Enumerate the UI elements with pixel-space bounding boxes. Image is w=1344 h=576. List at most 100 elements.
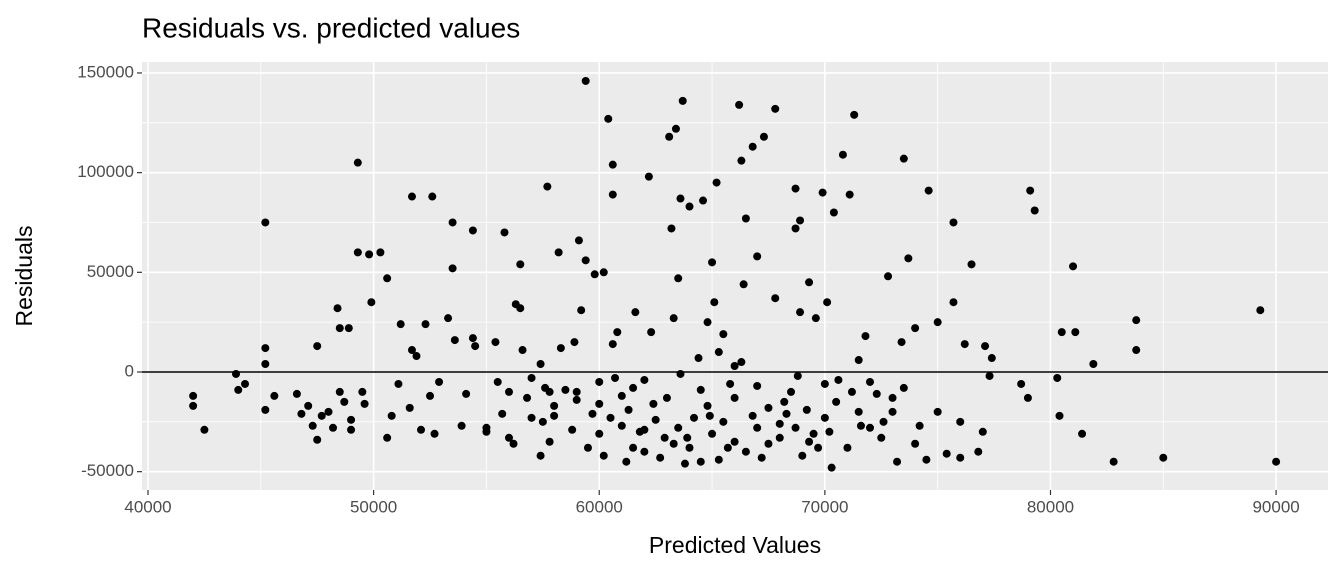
point [757, 453, 766, 462]
point [450, 336, 459, 345]
point [448, 218, 457, 227]
point [527, 373, 536, 382]
point [899, 383, 908, 392]
y-axis-title: Residuals [11, 226, 37, 327]
point [924, 186, 933, 195]
point [595, 429, 604, 438]
point [647, 328, 656, 337]
point [656, 453, 665, 462]
point [518, 346, 527, 355]
point [640, 447, 649, 456]
point [335, 387, 344, 396]
point [261, 218, 270, 227]
point [1071, 328, 1080, 337]
point [608, 160, 617, 169]
point [753, 252, 762, 261]
point [635, 427, 644, 436]
x-tick-label: 40000 [124, 497, 171, 516]
point [588, 409, 597, 418]
point [376, 248, 385, 257]
point [189, 401, 198, 410]
point [1026, 186, 1035, 195]
point [884, 272, 893, 281]
point [922, 455, 931, 464]
point [1017, 379, 1026, 388]
point [942, 449, 951, 458]
point [665, 132, 674, 141]
point [624, 405, 633, 414]
point [877, 433, 886, 442]
point [676, 194, 685, 203]
point [985, 371, 994, 380]
point [407, 346, 416, 355]
point [595, 399, 604, 408]
point [818, 188, 827, 197]
point [241, 379, 250, 388]
y-tick-label: 150000 [77, 62, 134, 81]
y-tick-label: 50000 [87, 262, 134, 281]
point [820, 379, 829, 388]
point [606, 413, 615, 422]
point [358, 387, 367, 396]
panel [142, 62, 1328, 490]
point [448, 264, 457, 273]
point [764, 403, 773, 412]
point [329, 423, 338, 432]
point [367, 298, 376, 307]
point [435, 377, 444, 386]
point [739, 280, 748, 289]
point [771, 104, 780, 113]
point [1078, 429, 1087, 438]
point [383, 274, 392, 283]
point [581, 76, 590, 85]
point [550, 411, 559, 420]
point [748, 411, 757, 420]
point [823, 298, 832, 307]
point [504, 433, 513, 442]
point [611, 373, 620, 382]
point [780, 397, 789, 406]
point [500, 228, 509, 237]
point [847, 387, 856, 396]
point [261, 360, 270, 369]
point [394, 379, 403, 388]
point [827, 463, 836, 472]
point [879, 417, 888, 426]
point [699, 196, 708, 205]
point [468, 226, 477, 235]
x-tick-label: 90000 [1252, 497, 1299, 516]
point [899, 154, 908, 163]
point [872, 389, 881, 398]
point [335, 324, 344, 333]
point [719, 417, 728, 426]
point [590, 270, 599, 279]
point [787, 387, 796, 396]
point [956, 453, 965, 462]
point [353, 248, 362, 257]
point [791, 224, 800, 233]
point [915, 421, 924, 430]
point [676, 369, 685, 378]
point [1159, 453, 1168, 462]
point [730, 393, 739, 402]
point [671, 124, 680, 133]
point [629, 383, 638, 392]
point [457, 421, 466, 430]
point [974, 447, 983, 456]
point [629, 443, 638, 452]
point [430, 429, 439, 438]
point [270, 391, 279, 400]
point [561, 385, 570, 394]
point [861, 332, 870, 341]
point [696, 385, 705, 394]
point [407, 192, 416, 201]
point [462, 389, 471, 398]
point [504, 387, 513, 396]
point [523, 393, 532, 402]
point [678, 96, 687, 105]
x-tick-label: 50000 [350, 497, 397, 516]
point [660, 433, 669, 442]
point [234, 385, 243, 394]
